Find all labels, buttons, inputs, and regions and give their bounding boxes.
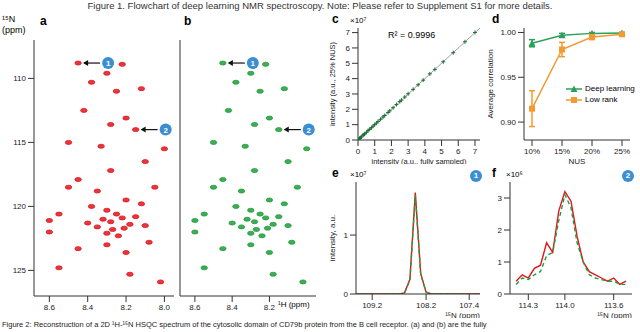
- svg-text:107.4: 107.4: [459, 301, 480, 310]
- svg-text:0: 0: [356, 147, 361, 156]
- html-text:a: a: [40, 14, 47, 28]
- svg-text:114.0: 114.0: [555, 301, 575, 310]
- svg-text:6: 6: [346, 44, 351, 53]
- svg-text:15%: 15%: [554, 147, 570, 156]
- svg-text:1: 1: [106, 59, 111, 68]
- svg-text:4: 4: [423, 147, 428, 156]
- svg-text:0: 0: [498, 290, 503, 299]
- svg-text:1: 1: [372, 147, 377, 156]
- svg-text:108.2: 108.2: [416, 301, 437, 310]
- svg-text:8.4: 8.4: [82, 303, 94, 312]
- svg-text:5: 5: [439, 147, 444, 156]
- svg-text:4: 4: [346, 74, 351, 83]
- svg-text:0: 0: [346, 136, 351, 145]
- html-text:Figure 1. Flowchart of deep le: Figure 1. Flowchart of deep learning NMR…: [87, 0, 553, 11]
- html-text:e: e: [332, 166, 339, 180]
- html-text:R² = 0.9996: R² = 0.9996: [388, 30, 436, 40]
- svg-text:1: 1: [344, 231, 349, 240]
- svg-text:2: 2: [307, 126, 312, 135]
- svg-text:8.6: 8.6: [189, 303, 201, 312]
- svg-text:1: 1: [346, 120, 351, 129]
- svg-text:1.00: 1.00: [500, 28, 516, 37]
- svg-text:8.4: 8.4: [227, 303, 239, 312]
- svg-text:¹⁵N (ppm): ¹⁵N (ppm): [597, 311, 632, 318]
- svg-text:8.2: 8.2: [120, 303, 132, 312]
- svg-text:7: 7: [473, 147, 478, 156]
- svg-text:intensity (a.u., fully sampled: intensity (a.u., fully sampled): [371, 157, 467, 164]
- html-text:Low rank: Low rank: [585, 95, 618, 104]
- html-text:2: 2: [625, 171, 631, 180]
- svg-text:8.0: 8.0: [159, 303, 171, 312]
- svg-text:0.95: 0.95: [500, 73, 516, 82]
- svg-text:8.2: 8.2: [264, 303, 276, 312]
- svg-text:10%: 10%: [524, 147, 540, 156]
- svg-text:0.90: 0.90: [500, 118, 516, 127]
- svg-text:20%: 20%: [584, 147, 600, 156]
- svg-text:7: 7: [346, 28, 351, 37]
- html-text:d: d: [492, 12, 500, 26]
- html-text:¹H (ppm): ¹H (ppm): [278, 300, 310, 309]
- svg-text:NUS: NUS: [569, 157, 586, 164]
- html-text:×10⁷: ×10⁷: [350, 16, 367, 25]
- svg-text:2: 2: [498, 226, 503, 235]
- svg-text:0: 0: [344, 290, 349, 299]
- html-text:(ppm): (ppm): [2, 25, 26, 35]
- html-text:1: 1: [473, 171, 479, 180]
- html-text:¹⁵N: ¹⁵N: [2, 14, 16, 24]
- html-text:Figure 2: Reconstruction of a: Figure 2: Reconstruction of a 2D ¹H-¹⁵N …: [2, 320, 487, 329]
- html-text:×10⁷: ×10⁷: [350, 170, 367, 179]
- svg-text:3: 3: [346, 90, 351, 99]
- svg-text:114.3: 114.3: [519, 301, 539, 310]
- svg-text:3: 3: [406, 147, 411, 156]
- svg-text:¹⁵N (ppm): ¹⁵N (ppm): [445, 311, 480, 318]
- svg-text:125: 125: [13, 266, 27, 275]
- svg-text:5: 5: [346, 59, 351, 68]
- svg-text:2: 2: [163, 126, 168, 135]
- svg-text:2: 2: [346, 105, 351, 114]
- svg-text:2: 2: [389, 147, 394, 156]
- html-text:c: c: [332, 12, 339, 26]
- svg-text:25%: 25%: [614, 147, 630, 156]
- svg-text:3: 3: [498, 194, 503, 203]
- svg-text:intensity, a.u.: intensity, a.u.: [328, 215, 337, 262]
- svg-text:113.6: 113.6: [604, 301, 624, 310]
- svg-text:115: 115: [13, 138, 26, 147]
- svg-text:intensity (a.u., 25% NUS): intensity (a.u., 25% NUS): [328, 41, 337, 126]
- svg-text:1: 1: [498, 258, 503, 267]
- html-text:Deep learning: Deep learning: [585, 84, 635, 93]
- html-text:b: b: [184, 14, 192, 28]
- svg-text:1: 1: [251, 59, 256, 68]
- svg-text:Average correlation: Average correlation: [488, 49, 495, 118]
- html-text:×10⁶: ×10⁶: [506, 170, 523, 179]
- svg-text:120: 120: [13, 202, 27, 211]
- svg-text:6: 6: [456, 147, 461, 156]
- svg-text:8.6: 8.6: [44, 303, 56, 312]
- svg-text:110: 110: [13, 74, 26, 83]
- svg-text:109.2: 109.2: [362, 301, 383, 310]
- html-text:f: f: [492, 166, 496, 180]
